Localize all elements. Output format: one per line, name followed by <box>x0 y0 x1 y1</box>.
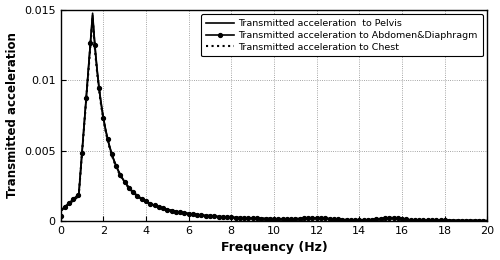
Transmitted acceleration to Abdomen&Diaphragm <box>472 219 478 222</box>
Line: Transmitted acceleration to Chest: Transmitted acceleration to Chest <box>60 17 488 221</box>
Transmitted acceleration to Abdomen&Diaphragm <box>368 218 374 221</box>
Line: Transmitted acceleration to Abdomen&Diaphragm: Transmitted acceleration to Abdomen&Diap… <box>58 13 490 223</box>
Transmitted acceleration to Chest <box>484 219 490 222</box>
Transmitted acceleration to Abdomen&Diaphragm <box>90 14 96 17</box>
Transmitted acceleration  to Pelvis <box>472 219 478 222</box>
Transmitted acceleration  to Pelvis <box>260 217 266 220</box>
Transmitted acceleration  to Pelvis <box>368 218 374 221</box>
Transmitted acceleration to Chest <box>240 216 246 219</box>
Transmitted acceleration to Chest <box>90 16 96 19</box>
Transmitted acceleration  to Pelvis <box>240 216 246 219</box>
Transmitted acceleration to Chest <box>368 218 374 221</box>
Transmitted acceleration to Chest <box>237 216 243 219</box>
Line: Transmitted acceleration  to Pelvis: Transmitted acceleration to Pelvis <box>60 13 488 221</box>
Transmitted acceleration to Abdomen&Diaphragm <box>484 219 490 222</box>
Legend: Transmitted acceleration  to Pelvis, Transmitted acceleration to Abdomen&Diaphra: Transmitted acceleration to Pelvis, Tran… <box>201 14 482 56</box>
Y-axis label: Transmitted acceleration: Transmitted acceleration <box>6 32 18 198</box>
Transmitted acceleration  to Pelvis <box>90 12 96 15</box>
Transmitted acceleration to Chest <box>472 219 478 222</box>
Transmitted acceleration  to Pelvis <box>237 216 243 219</box>
Transmitted acceleration to Chest <box>260 217 266 220</box>
X-axis label: Frequency (Hz): Frequency (Hz) <box>220 242 328 255</box>
Transmitted acceleration to Abdomen&Diaphragm <box>58 214 64 217</box>
Transmitted acceleration  to Pelvis <box>58 214 64 218</box>
Transmitted acceleration  to Pelvis <box>450 219 456 222</box>
Transmitted acceleration to Abdomen&Diaphragm <box>240 216 246 219</box>
Transmitted acceleration to Abdomen&Diaphragm <box>260 217 266 220</box>
Transmitted acceleration  to Pelvis <box>484 219 490 222</box>
Transmitted acceleration to Abdomen&Diaphragm <box>450 219 456 222</box>
Transmitted acceleration to Abdomen&Diaphragm <box>237 216 243 219</box>
Transmitted acceleration to Chest <box>450 219 456 222</box>
Transmitted acceleration to Chest <box>58 214 64 218</box>
